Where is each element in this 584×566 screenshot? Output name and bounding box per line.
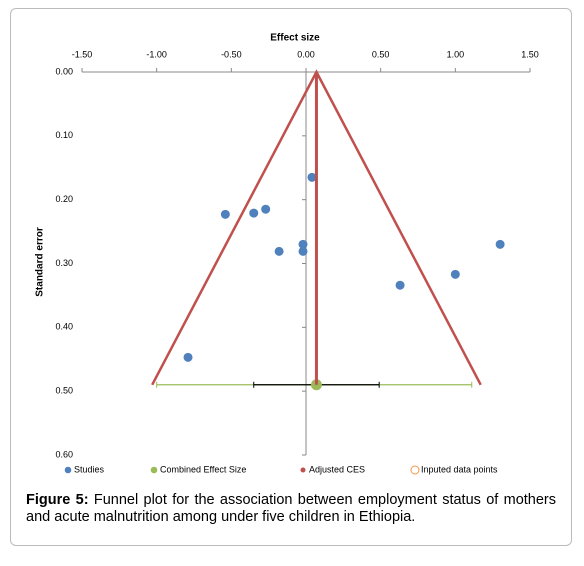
y-tick-label: 0.40 [55,322,73,332]
x-tick-label: 0.50 [372,49,390,59]
point [183,352,193,362]
point [298,246,308,256]
x-tick-label: -1.50 [72,49,93,59]
legend-label: Inputed data points [421,464,498,474]
chart: Effect size Standard error -1.50 -1.00 -0.… [35,33,539,475]
x-axis-title: Effect size [270,33,320,44]
legend-label: Studies [74,464,105,474]
y-tick-label: 0.50 [55,386,73,396]
caption: Figure 5: Funnel plot for the associatio… [26,492,556,526]
legend-marker [150,466,158,474]
point [249,208,259,218]
y-tick-label: 0.60 [55,449,73,459]
y-axis-title: Standard error [35,227,46,297]
legend-marker [300,467,306,473]
point [220,209,230,219]
point [274,246,284,256]
legend-label: Adjusted CES [309,464,365,474]
point [395,280,405,290]
legend-label: Combined Effect Size [160,464,246,474]
caption-label: Figure 5: [26,492,89,508]
y-tick-label: 0.30 [55,258,73,268]
y-tick-label: 0.20 [55,194,73,204]
y-tick-label: 0.00 [55,66,73,76]
point [495,239,505,249]
point [450,269,460,279]
caption-text: Funnel plot for the association between … [26,492,557,525]
y-tick-label: 0.10 [55,130,73,140]
x-tick-label: -1.00 [146,49,167,59]
point [307,172,317,182]
x-tick-label: 1.50 [521,49,539,59]
x-tick-label: 0.00 [297,49,315,59]
x-tick-label: -0.50 [221,49,242,59]
legend-marker [64,466,72,474]
figure-frame [10,8,572,546]
point [261,204,271,214]
legend-marker [410,465,420,475]
x-tick-label: 1.00 [447,49,465,59]
